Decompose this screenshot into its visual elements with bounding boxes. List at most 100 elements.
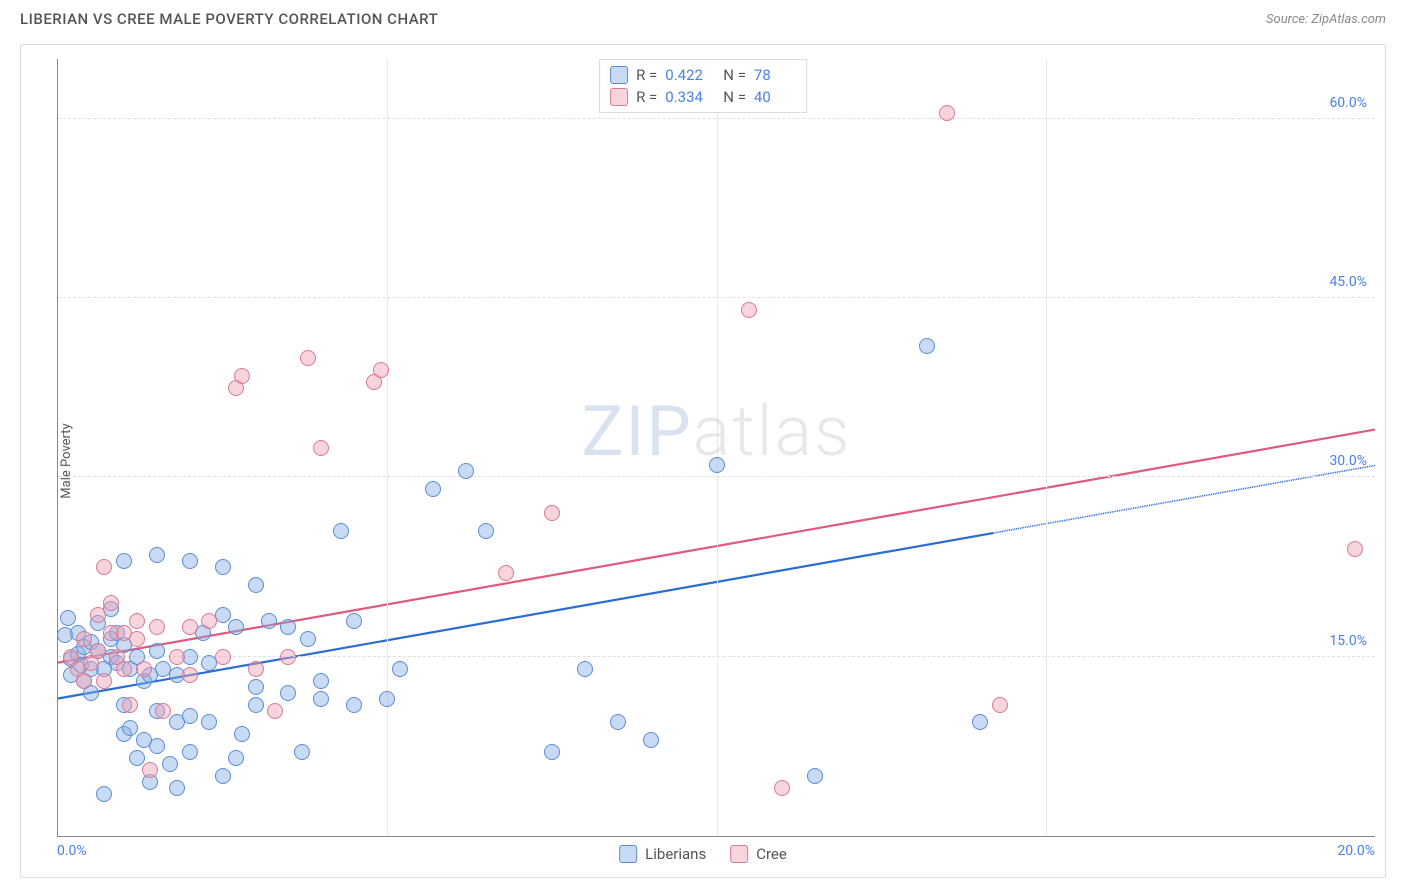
scatter-point-cree [280, 649, 296, 665]
scatter-point-cree [129, 613, 145, 629]
scatter-point-cree [90, 607, 106, 623]
scatter-point-liberians [807, 768, 823, 784]
scatter-point-liberians [280, 685, 296, 701]
scatter-point-cree [741, 302, 757, 318]
scatter-point-liberians [248, 697, 264, 713]
scatter-point-cree [169, 649, 185, 665]
scatter-point-cree [313, 440, 329, 456]
scatter-point-cree [544, 505, 560, 521]
scatter-point-liberians [169, 780, 185, 796]
scatter-point-liberians [577, 661, 593, 677]
scatter-point-cree [149, 619, 165, 635]
scatter-point-liberians [248, 679, 264, 695]
scatter-point-cree [1347, 541, 1363, 557]
scatter-point-liberians [478, 523, 494, 539]
scatter-point-liberians [215, 559, 231, 575]
scatter-point-liberians [300, 631, 316, 647]
scatter-point-cree [155, 703, 171, 719]
scatter-point-cree [96, 559, 112, 575]
scatter-point-liberians [544, 744, 560, 760]
scatter-point-liberians [610, 714, 626, 730]
scatter-point-cree [76, 673, 92, 689]
stats-row-liberians: R = 0.422N = 78 [610, 64, 796, 86]
stat-r-cree: 0.334 [665, 88, 707, 106]
scatter-point-liberians [379, 691, 395, 707]
scatter-point-liberians [248, 577, 264, 593]
scatter-point-liberians [96, 786, 112, 802]
scatter-point-cree [939, 105, 955, 121]
scatter-point-liberians [182, 744, 198, 760]
scatter-point-cree [215, 649, 231, 665]
swatch-cree [610, 88, 628, 106]
scatter-point-liberians [919, 338, 935, 354]
legend-swatch [730, 845, 748, 863]
x-tick-label: 20.0% [1337, 843, 1375, 859]
scatter-point-liberians [129, 750, 145, 766]
y-tick-label: 15.0% [1329, 633, 1367, 649]
scatter-point-liberians [182, 553, 198, 569]
scatter-point-liberians [313, 673, 329, 689]
scatter-point-cree [76, 631, 92, 647]
legend-label: Liberians [645, 845, 706, 863]
scatter-point-liberians [162, 756, 178, 772]
swatch-liberians [610, 66, 628, 84]
scatter-point-liberians [280, 619, 296, 635]
scatter-point-liberians [346, 697, 362, 713]
scatter-point-cree [96, 673, 112, 689]
scatter-point-cree [182, 619, 198, 635]
scatter-point-cree [248, 661, 264, 677]
y-tick-label: 60.0% [1329, 95, 1367, 111]
scatter-point-cree [182, 667, 198, 683]
bottom-legend: Liberians Cree [619, 845, 787, 863]
legend-item-liberians: Liberians [619, 845, 706, 863]
stat-r-liberians: 0.422 [665, 66, 707, 84]
scatter-point-cree [136, 661, 152, 677]
scatter-point-cree [992, 697, 1008, 713]
y-tick-label: 45.0% [1329, 274, 1367, 290]
scatter-point-liberians [228, 619, 244, 635]
scatter-point-liberians [294, 744, 310, 760]
scatter-point-cree [267, 703, 283, 719]
scatter-point-cree [300, 350, 316, 366]
legend-item-cree: Cree [730, 845, 787, 863]
x-tick-label: 0.0% [57, 843, 87, 859]
scatter-point-cree [103, 595, 119, 611]
scatter-point-liberians [261, 613, 277, 629]
scatter-point-liberians [149, 547, 165, 563]
scatter-point-cree [201, 613, 217, 629]
scatter-point-liberians [60, 610, 76, 626]
stats-row-cree: R = 0.334N = 40 [610, 86, 796, 108]
plot-area: ZIPatlas 15.0%30.0%45.0%60.0% [57, 59, 1375, 837]
scatter-point-liberians [149, 643, 165, 659]
gridline-v [1046, 59, 1047, 836]
scatter-point-cree [774, 780, 790, 796]
scatter-point-cree [373, 362, 389, 378]
scatter-point-liberians [346, 613, 362, 629]
scatter-point-cree [122, 697, 138, 713]
scatter-point-liberians [228, 750, 244, 766]
scatter-point-cree [498, 565, 514, 581]
chart-title: LIBERIAN VS CREE MALE POVERTY CORRELATIO… [20, 10, 438, 28]
scatter-point-liberians [333, 523, 349, 539]
scatter-point-liberians [215, 768, 231, 784]
scatter-point-cree [116, 661, 132, 677]
legend-swatch [619, 845, 637, 863]
gridline-v [387, 59, 388, 836]
scatter-point-liberians [972, 714, 988, 730]
scatter-point-liberians [234, 726, 250, 742]
watermark-zip: ZIP [582, 391, 693, 473]
scatter-point-liberians [709, 457, 725, 473]
legend-label: Cree [756, 845, 787, 863]
scatter-point-liberians [201, 714, 217, 730]
scatter-point-liberians [182, 708, 198, 724]
scatter-point-cree [142, 762, 158, 778]
scatter-point-liberians [313, 691, 329, 707]
scatter-point-liberians [392, 661, 408, 677]
chart-container: Male Poverty ZIPatlas 15.0%30.0%45.0%60.… [20, 44, 1386, 878]
scatter-point-liberians [116, 553, 132, 569]
scatter-point-cree [129, 631, 145, 647]
stat-n-liberians: 78 [754, 66, 796, 84]
gridline-v [717, 59, 718, 836]
scatter-point-liberians [643, 732, 659, 748]
stat-n-cree: 40 [754, 88, 796, 106]
